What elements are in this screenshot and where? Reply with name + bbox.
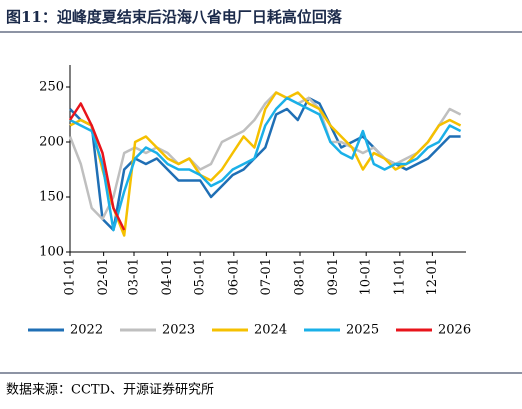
y-tick-label: 200 — [39, 135, 64, 150]
x-tick-label: 12-01 — [425, 258, 440, 295]
legend-label: 2022 — [70, 323, 103, 338]
x-tick-label: 07-01 — [259, 258, 274, 295]
series-line — [68, 102, 126, 231]
y-tick-label: 100 — [39, 245, 64, 260]
x-tick-label: 01-01 — [63, 258, 78, 295]
chart-title: 图11：迎峰度夏结束后沿海八省电厂日耗高位回落 — [6, 8, 343, 26]
series-line — [69, 91, 462, 237]
x-tick-label: 11-01 — [392, 258, 407, 295]
x-tick-label: 08-01 — [293, 258, 308, 295]
series-line — [69, 96, 462, 232]
x-tick-label: 06-01 — [226, 258, 241, 295]
x-tick-label: 04-01 — [160, 258, 175, 295]
y-tick-label: 250 — [39, 80, 64, 95]
x-tick-label: 05-01 — [193, 258, 208, 295]
legend-label: 2024 — [254, 323, 287, 338]
x-tick-label: 02-01 — [96, 258, 111, 295]
x-tick-label: 03-01 — [127, 258, 142, 295]
source: 数据来源：CCTD、开源证券研究所 — [6, 382, 214, 398]
legend-label: 2023 — [162, 323, 195, 338]
x-tick-label: 09-01 — [326, 258, 341, 295]
legend-label: 2026 — [438, 323, 471, 338]
y-tick-label: 150 — [39, 190, 64, 205]
x-tick-label: 10-01 — [359, 258, 374, 295]
legend-label: 2025 — [346, 323, 379, 338]
